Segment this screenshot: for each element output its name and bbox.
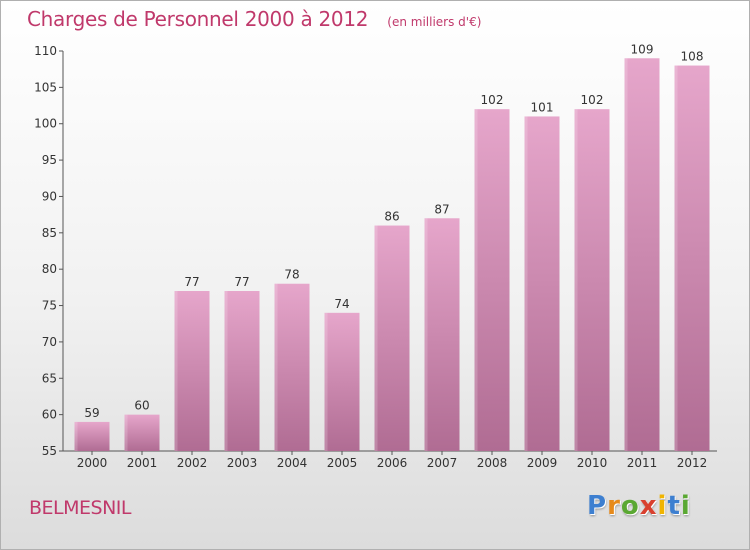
data-label: 108 [681, 50, 704, 64]
x-tick-label: 2002 [177, 456, 208, 470]
logo-letter: o [620, 491, 640, 521]
bar-highlight [574, 109, 578, 451]
proxiti-logo: Proxiti [587, 491, 691, 521]
bar [274, 283, 310, 451]
x-tick-label: 2000 [77, 456, 108, 470]
y-tick-label: 110 [34, 44, 57, 58]
bar-highlight [74, 421, 78, 451]
bar [224, 291, 260, 451]
x-tick-label: 2010 [577, 456, 608, 470]
bar-highlight [524, 116, 528, 452]
logo-letter: x [639, 491, 658, 521]
y-tick-label: 85 [42, 226, 57, 240]
bar [174, 291, 210, 451]
bar [474, 109, 510, 451]
x-tick-label: 2007 [427, 456, 458, 470]
bar-highlight [124, 414, 128, 451]
data-label: 77 [184, 275, 199, 289]
data-label: 87 [434, 202, 449, 216]
data-label: 101 [531, 100, 554, 114]
title-row: Charges de Personnel 2000 à 2012 (en mil… [27, 7, 481, 31]
y-tick-label: 65 [42, 371, 57, 385]
data-label: 60 [134, 399, 149, 413]
x-tick-label: 2011 [627, 456, 658, 470]
bar [324, 312, 360, 451]
logo-letter: t [667, 491, 681, 521]
x-tick-label: 2006 [377, 456, 408, 470]
bar-highlight [624, 58, 628, 451]
bar [574, 109, 610, 451]
bar [74, 421, 110, 451]
data-label: 59 [84, 406, 99, 420]
y-tick-label: 75 [42, 299, 57, 313]
bar [624, 58, 660, 451]
data-label: 109 [631, 42, 654, 56]
x-tick-label: 2008 [477, 456, 508, 470]
data-label: 102 [581, 93, 604, 107]
data-label: 74 [334, 297, 349, 311]
y-tick-label: 90 [42, 189, 57, 203]
x-tick-label: 2001 [127, 456, 158, 470]
y-tick-label: 100 [34, 117, 57, 131]
y-tick-label: 95 [42, 153, 57, 167]
data-label: 78 [284, 268, 299, 282]
bar-highlight [324, 312, 328, 451]
y-tick-label: 70 [42, 335, 57, 349]
bar [674, 65, 710, 451]
chart-subtitle: (en milliers d'€) [387, 15, 482, 29]
x-tick-label: 2003 [227, 456, 258, 470]
bar [374, 225, 410, 451]
bar-highlight [424, 218, 428, 451]
chart-title: Charges de Personnel 2000 à 2012 [27, 7, 369, 31]
x-tick-label: 2004 [277, 456, 308, 470]
bar-highlight [474, 109, 478, 451]
logo-letter: i [680, 491, 691, 521]
x-tick-label: 2009 [527, 456, 558, 470]
bar-highlight [374, 225, 378, 451]
data-label: 86 [384, 210, 399, 224]
logo-letter: P [587, 491, 608, 521]
bar [524, 116, 560, 452]
bar-highlight [674, 65, 678, 451]
x-tick-label: 2012 [677, 456, 708, 470]
y-tick-label: 60 [42, 408, 57, 422]
logo-letter: r [607, 491, 621, 521]
x-tick-label: 2005 [327, 456, 358, 470]
logo-letter: i [657, 491, 668, 521]
plot-area: 55 60 65 70 75 80 85 90 95 100 105 110 59 2000 60 2001 7… [34, 42, 717, 470]
data-label: 102 [481, 93, 504, 107]
bar [424, 218, 460, 451]
commune-name: BELMESNIL [29, 497, 132, 519]
y-tick-label: 105 [34, 80, 57, 94]
data-label: 77 [234, 275, 249, 289]
y-tick-label: 80 [42, 262, 57, 276]
bar-highlight [224, 291, 228, 451]
bar-highlight [274, 283, 278, 451]
bar [124, 414, 160, 451]
bar-highlight [174, 291, 178, 451]
y-tick-label: 55 [42, 444, 57, 458]
